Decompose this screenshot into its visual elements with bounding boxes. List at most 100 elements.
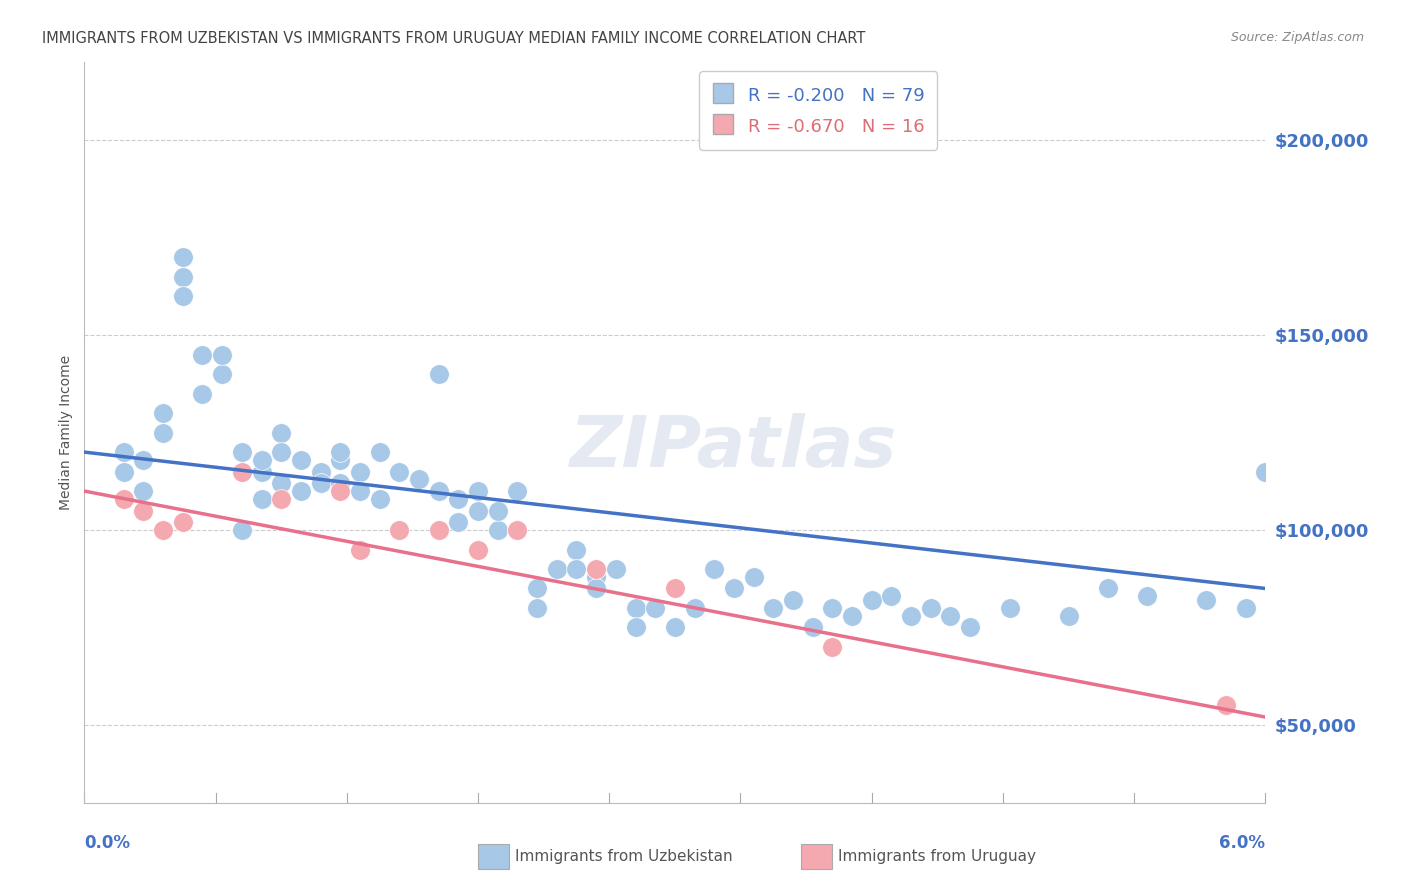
Point bbox=[172, 269, 194, 284]
Point bbox=[349, 484, 371, 499]
Point bbox=[585, 562, 607, 576]
Point bbox=[723, 582, 745, 596]
Point bbox=[388, 523, 411, 537]
Point bbox=[132, 484, 155, 499]
Point bbox=[290, 453, 312, 467]
Point bbox=[585, 570, 607, 584]
Point bbox=[624, 620, 647, 634]
Point bbox=[565, 542, 588, 557]
Point bbox=[231, 523, 253, 537]
Point bbox=[349, 465, 371, 479]
Point bbox=[132, 503, 155, 517]
Point bbox=[152, 406, 174, 420]
Point bbox=[329, 476, 352, 491]
Point bbox=[270, 491, 292, 506]
Point bbox=[152, 425, 174, 440]
Point bbox=[388, 523, 411, 537]
Text: Source: ZipAtlas.com: Source: ZipAtlas.com bbox=[1230, 31, 1364, 45]
Text: Immigrants from Uzbekistan: Immigrants from Uzbekistan bbox=[515, 849, 733, 863]
Point bbox=[447, 515, 470, 529]
Point bbox=[664, 620, 686, 634]
Point bbox=[309, 465, 332, 479]
Point bbox=[172, 289, 194, 303]
Point bbox=[270, 425, 292, 440]
Point bbox=[368, 445, 391, 459]
Point bbox=[624, 601, 647, 615]
Point bbox=[427, 523, 450, 537]
Point bbox=[1234, 601, 1257, 615]
Point bbox=[270, 476, 292, 491]
Point bbox=[585, 582, 607, 596]
Point bbox=[408, 472, 430, 486]
Point bbox=[860, 593, 883, 607]
Point bbox=[467, 503, 489, 517]
Point bbox=[250, 465, 273, 479]
Point bbox=[250, 453, 273, 467]
Point bbox=[762, 601, 785, 615]
Point bbox=[368, 491, 391, 506]
Point bbox=[742, 570, 765, 584]
Point bbox=[1097, 582, 1119, 596]
Text: IMMIGRANTS FROM UZBEKISTAN VS IMMIGRANTS FROM URUGUAY MEDIAN FAMILY INCOME CORRE: IMMIGRANTS FROM UZBEKISTAN VS IMMIGRANTS… bbox=[42, 31, 866, 46]
Text: 6.0%: 6.0% bbox=[1219, 834, 1265, 852]
Point bbox=[132, 453, 155, 467]
Point bbox=[801, 620, 824, 634]
Point bbox=[526, 601, 548, 615]
Point bbox=[959, 620, 981, 634]
Point bbox=[506, 523, 529, 537]
Text: ZIPatlas: ZIPatlas bbox=[571, 413, 897, 482]
Point bbox=[329, 453, 352, 467]
Y-axis label: Median Family Income: Median Family Income bbox=[59, 355, 73, 510]
Point bbox=[447, 491, 470, 506]
Point bbox=[1057, 608, 1080, 623]
Point bbox=[112, 465, 135, 479]
Point bbox=[821, 640, 844, 654]
Point bbox=[231, 465, 253, 479]
Point bbox=[605, 562, 627, 576]
Text: Immigrants from Uruguay: Immigrants from Uruguay bbox=[838, 849, 1036, 863]
Point bbox=[683, 601, 706, 615]
Point bbox=[427, 367, 450, 381]
Point bbox=[211, 367, 233, 381]
Point bbox=[388, 465, 411, 479]
Point bbox=[644, 601, 666, 615]
Point bbox=[270, 445, 292, 459]
Point bbox=[506, 523, 529, 537]
Point bbox=[900, 608, 922, 623]
Point bbox=[1195, 593, 1218, 607]
Point bbox=[841, 608, 863, 623]
Point bbox=[349, 542, 371, 557]
Point bbox=[152, 523, 174, 537]
Point bbox=[250, 491, 273, 506]
Point bbox=[172, 515, 194, 529]
Point bbox=[821, 601, 844, 615]
Point bbox=[112, 445, 135, 459]
Point bbox=[782, 593, 804, 607]
Point bbox=[1136, 589, 1159, 603]
Point bbox=[1254, 465, 1277, 479]
Point bbox=[939, 608, 962, 623]
Point bbox=[467, 484, 489, 499]
Point bbox=[998, 601, 1021, 615]
Point bbox=[211, 348, 233, 362]
Point bbox=[526, 582, 548, 596]
Legend: R = -0.200   N = 79, R = -0.670   N = 16: R = -0.200 N = 79, R = -0.670 N = 16 bbox=[699, 71, 938, 150]
Point bbox=[664, 582, 686, 596]
Point bbox=[880, 589, 903, 603]
Point bbox=[329, 484, 352, 499]
Point bbox=[565, 562, 588, 576]
Point bbox=[486, 503, 509, 517]
Point bbox=[191, 386, 214, 401]
Point bbox=[920, 601, 942, 615]
Point bbox=[546, 562, 568, 576]
Text: 0.0%: 0.0% bbox=[84, 834, 131, 852]
Point bbox=[309, 476, 332, 491]
Point bbox=[290, 484, 312, 499]
Point bbox=[506, 484, 529, 499]
Point bbox=[112, 491, 135, 506]
Point bbox=[486, 523, 509, 537]
Point bbox=[231, 445, 253, 459]
Point bbox=[329, 445, 352, 459]
Point bbox=[1215, 698, 1237, 713]
Point bbox=[467, 542, 489, 557]
